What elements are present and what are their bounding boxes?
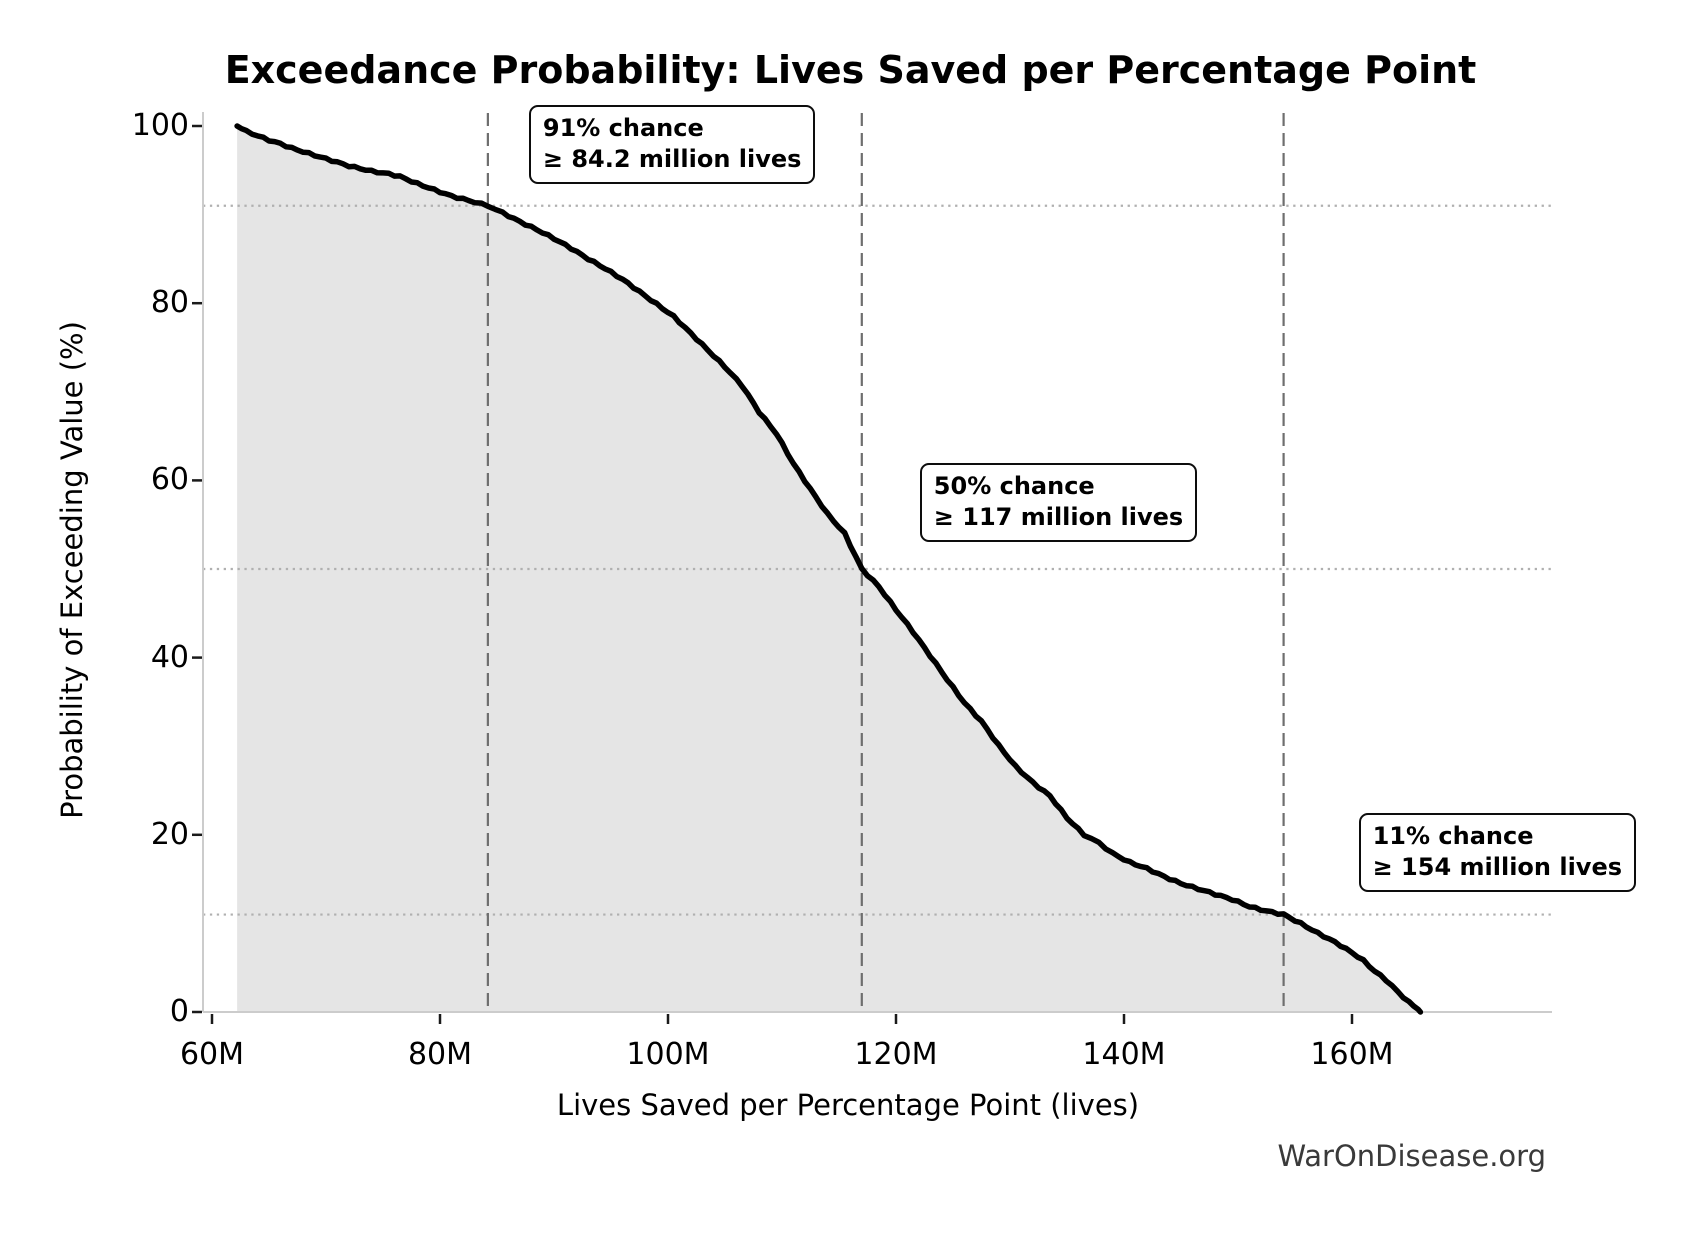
x-axis-label: Lives Saved per Percentage Point (lives): [556, 1088, 1140, 1122]
annotation-line: ≥ 117 million lives: [933, 503, 1184, 531]
x-tick-label-160M: 160M: [1310, 1037, 1394, 1072]
y-tick-label-20: 20: [150, 816, 189, 852]
x-tick-label-140M: 140M: [1082, 1037, 1166, 1072]
x-tick-label-100M: 100M: [626, 1037, 710, 1072]
y-tick-label-40: 40: [150, 639, 189, 675]
y-tick-label-0: 0: [169, 994, 189, 1029]
x-tick-label-60M: 60M: [179, 1037, 245, 1072]
annotation-line: 11% chance: [1372, 821, 1534, 850]
annotation-line: ≥ 84.2 million lives: [542, 144, 802, 173]
x-tick-label-80M: 80M: [407, 1037, 473, 1072]
y-tick-label-100: 100: [131, 108, 189, 143]
x-tick-label-120M: 120M: [854, 1037, 938, 1072]
annotation-91-percent: 91% chance ≥ 84.2 million lives: [528, 104, 816, 184]
exceedance-curve: [234, 123, 1424, 1015]
y-axis-label: Probability of Exceeding Value (%): [55, 321, 89, 819]
y-tick-label-80: 80: [150, 285, 189, 321]
annotation-11-percent: 11% chance ≥ 154 million lives: [1358, 812, 1637, 892]
chart-title: Exceedance Probability: Lives Saved per …: [224, 48, 1477, 92]
area-fill: [237, 126, 1421, 1012]
watermark: WarOnDisease.org: [1277, 1139, 1546, 1173]
annotation-line: 91% chance: [542, 113, 704, 142]
y-tick-label-60: 60: [150, 462, 189, 498]
annotation-line: 50% chance: [933, 472, 1095, 500]
annotation-line: ≥ 154 million lives: [1372, 852, 1623, 881]
annotation-50-percent: 50% chance ≥ 117 million lives: [919, 463, 1198, 542]
